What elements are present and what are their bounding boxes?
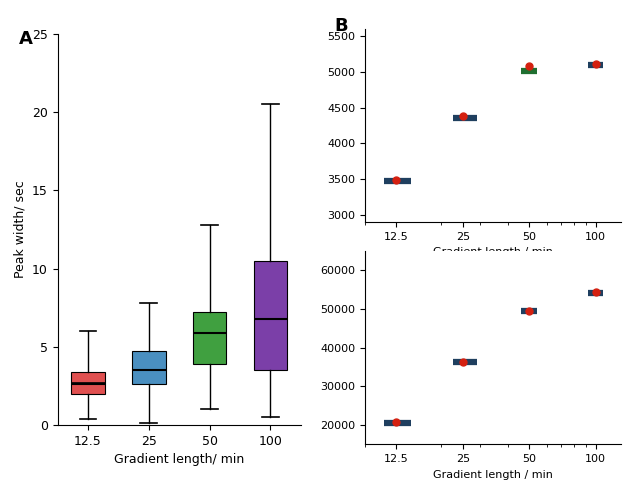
Text: A: A	[19, 30, 33, 48]
PathPatch shape	[253, 261, 287, 370]
PathPatch shape	[71, 372, 105, 394]
Text: B: B	[334, 17, 348, 35]
PathPatch shape	[193, 313, 227, 364]
X-axis label: Gradient length / min: Gradient length / min	[433, 469, 553, 480]
Y-axis label: Peak width/ sec: Peak width/ sec	[13, 181, 26, 278]
X-axis label: Gradient length/ min: Gradient length/ min	[114, 454, 244, 466]
PathPatch shape	[132, 352, 166, 384]
X-axis label: Gradient length / min: Gradient length / min	[433, 247, 553, 257]
